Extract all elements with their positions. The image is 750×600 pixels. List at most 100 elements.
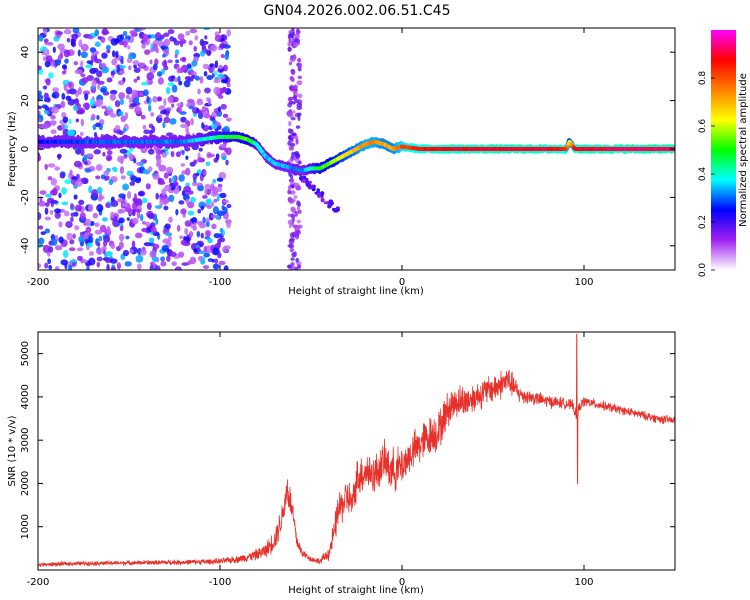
heatmap-noise-cell xyxy=(152,243,160,250)
heatmap-noise-cell xyxy=(48,264,53,270)
heatmap-noise-cell xyxy=(47,163,56,168)
heatmap-noise-cell xyxy=(97,99,104,106)
heatmap-noise-cell xyxy=(96,115,100,120)
heatmap-noise-cell xyxy=(62,250,69,258)
heatmap-noise-cell xyxy=(181,150,185,156)
heatmap-noise-cell xyxy=(146,96,150,103)
heatmap-noise-cell xyxy=(219,87,228,93)
heatmap-noise-cell xyxy=(97,84,101,90)
heatmap-noise-cell xyxy=(323,201,329,205)
heatmap-noise-cell xyxy=(207,153,215,158)
heatmap-noise-cell xyxy=(66,232,73,241)
heatmap-noise-cell xyxy=(80,131,84,137)
heatmap-noise-cell xyxy=(76,109,85,115)
heatmap-noise-cell xyxy=(203,252,211,258)
heatmap-noise-cell xyxy=(141,33,149,42)
heatmap-noise-cell xyxy=(156,158,162,166)
heatmap-noise-cell xyxy=(203,70,208,77)
heatmap-noise-cell xyxy=(111,58,118,66)
heatmap-noise-cell xyxy=(128,152,134,161)
heatmap-noise-cell xyxy=(80,43,89,52)
heatmap-noise-cell xyxy=(38,153,41,161)
heatmap-noise-cell xyxy=(198,250,205,255)
x-tick-label: -200 xyxy=(27,277,50,288)
heatmap-noise-cell xyxy=(202,170,207,176)
heatmap-noise-cell xyxy=(305,180,309,186)
heatmap-noise-cell xyxy=(175,208,179,216)
heatmap-noise-cell xyxy=(68,118,72,124)
heatmap-noise-cell xyxy=(159,199,164,207)
heatmap-noise-cell xyxy=(49,209,54,215)
heatmap-noise-cell xyxy=(91,79,97,88)
heatmap-noise-cell xyxy=(105,202,111,209)
heatmap-noise-cell xyxy=(125,235,130,240)
heatmap-noise-cell xyxy=(131,202,138,211)
heatmap-noise-cell xyxy=(302,178,306,184)
heatmap-noise-cell xyxy=(177,33,185,41)
heatmap-noise-cell xyxy=(145,221,151,228)
heatmap-noise-cell xyxy=(63,84,68,91)
snr-y-axis-label: SNR (10 * v/v) xyxy=(7,415,18,486)
heatmap-noise-cell xyxy=(61,112,67,118)
heatmap-noise-cell xyxy=(165,86,171,95)
heatmap-noise-cell xyxy=(120,175,126,180)
heatmap-noise-cell xyxy=(212,187,219,195)
heatmap-noise-cell xyxy=(95,248,104,255)
heatmap-noise-cell xyxy=(176,267,180,270)
heatmap-noise-cell xyxy=(213,233,221,239)
heatmap-noise-cell xyxy=(202,265,210,269)
heatmap-noise-cell xyxy=(185,198,190,205)
heatmap-noise-cell xyxy=(163,172,169,179)
heatmap-noise-cell xyxy=(297,201,301,207)
heatmap-noise-cell xyxy=(184,227,189,236)
heatmap-noise-cell xyxy=(39,190,47,195)
heatmap-noise-cell xyxy=(297,112,302,117)
heatmap-noise-cell xyxy=(207,238,213,244)
heatmap-noise-cell xyxy=(191,181,198,187)
heatmap-noise-cell xyxy=(193,222,197,230)
heatmap-noise-cell xyxy=(193,248,198,253)
heatmap-noise-cell xyxy=(222,245,229,253)
heatmap-noise-cell xyxy=(50,177,57,186)
heatmap-noise-cell xyxy=(132,60,140,66)
heatmap-noise-cell xyxy=(135,254,144,263)
heatmap-noise-cell xyxy=(70,216,74,222)
heatmap-noise-cell xyxy=(70,202,74,210)
heatmap-noise-cell xyxy=(116,64,120,72)
heatmap-noise-cell xyxy=(152,261,156,269)
heatmap-noise-cell xyxy=(287,96,293,102)
heatmap-noise-cell xyxy=(174,54,178,59)
heatmap-noise-cell xyxy=(121,202,128,207)
heatmap-noise-cell xyxy=(117,80,125,86)
heatmap-noise-cell xyxy=(99,63,105,69)
heatmap-noise-cell xyxy=(139,213,144,222)
heatmap-noise-cell xyxy=(118,233,125,242)
heatmap-noise-cell xyxy=(171,84,178,93)
heatmap-noise-cell xyxy=(73,194,78,200)
heatmap-noise-cell xyxy=(137,28,146,31)
heatmap-noise-cell xyxy=(188,40,193,46)
heatmap-noise-cell xyxy=(152,63,158,71)
y-tick-label: 5000 xyxy=(20,341,31,366)
heatmap-noise-cell xyxy=(69,88,77,95)
y-tick-label: 0 xyxy=(20,146,31,152)
heatmap-noise-cell xyxy=(186,63,192,69)
heatmap-noise-cell xyxy=(106,226,111,234)
heatmap-noise-cell xyxy=(291,86,295,92)
heatmap-noise-cell xyxy=(297,62,303,69)
heatmap-noise-cell xyxy=(135,177,141,184)
heatmap-noise-cell xyxy=(77,49,81,57)
heatmap-noise-cell xyxy=(290,248,294,252)
heatmap-noise-cell xyxy=(174,49,180,56)
heatmap-noise-cell xyxy=(287,213,291,217)
heatmap-noise-cell xyxy=(290,76,294,82)
heatmap-noise-cell xyxy=(200,205,205,211)
heatmap-noise-cell xyxy=(169,251,177,257)
heatmap-noise-cell xyxy=(295,230,301,235)
heatmap-noise-cell xyxy=(97,241,101,247)
heatmap-noise-cell xyxy=(52,87,59,92)
heatmap-noise-cell xyxy=(120,59,124,65)
heatmap-noise-cell xyxy=(103,170,110,176)
heatmap-noise-cell xyxy=(57,153,61,161)
heatmap-noise-cell xyxy=(286,110,293,117)
